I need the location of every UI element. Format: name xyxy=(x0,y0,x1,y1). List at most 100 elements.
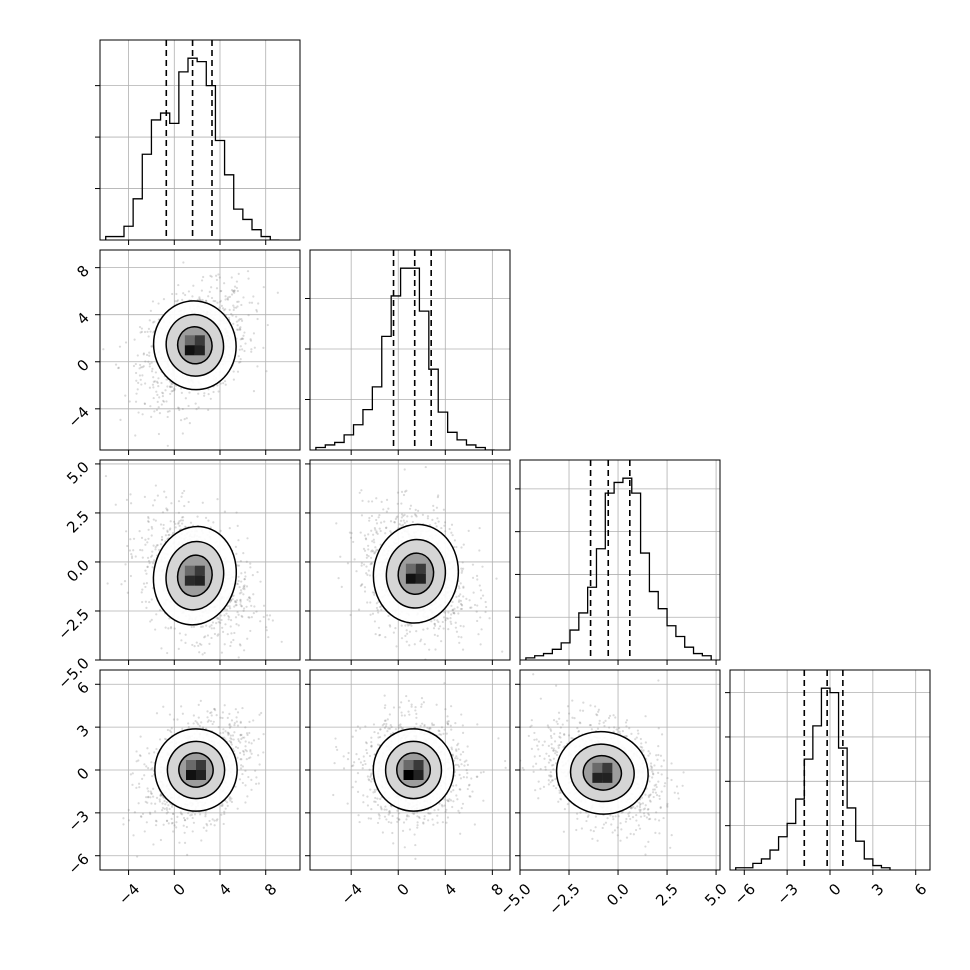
scatter-point xyxy=(133,338,136,341)
scatter-point xyxy=(224,807,227,810)
scatter-point xyxy=(153,380,157,383)
scatter-point xyxy=(247,596,251,599)
scatter-point xyxy=(148,351,151,354)
scatter-point xyxy=(240,318,243,321)
scatter-point xyxy=(472,591,475,594)
scatter-point xyxy=(139,548,142,552)
scatter-point xyxy=(201,653,204,656)
scatter-point xyxy=(450,523,454,526)
scatter-point xyxy=(165,507,168,510)
scatter-point xyxy=(235,623,238,626)
scatter-point xyxy=(179,387,183,390)
scatter-point xyxy=(140,383,143,386)
scatter-point xyxy=(236,756,239,759)
scatter-point xyxy=(204,810,207,813)
scatter-point xyxy=(149,620,152,623)
scatter-point xyxy=(235,720,238,723)
scatter-point xyxy=(457,600,461,604)
scatter-point xyxy=(174,522,177,525)
scatter-point xyxy=(254,769,257,772)
scatter-point xyxy=(257,737,260,741)
scatter-point xyxy=(243,577,246,581)
scatter-point xyxy=(137,759,140,762)
scatter-point xyxy=(230,632,233,635)
y-tick-label: −2.5 xyxy=(54,605,92,643)
scatter-point xyxy=(372,538,375,541)
scatter-point xyxy=(249,756,252,759)
scatter-point xyxy=(200,721,203,724)
scatter-point xyxy=(147,795,150,798)
scatter-point xyxy=(134,400,138,403)
contour-line-1 xyxy=(165,313,225,377)
scatter-point xyxy=(154,810,157,813)
scatter-point xyxy=(141,556,144,559)
scatter-point xyxy=(437,520,440,523)
scatter-point xyxy=(205,299,208,303)
scatter-point xyxy=(265,626,268,629)
scatter-point xyxy=(374,528,377,531)
scatter-point xyxy=(230,599,233,602)
scatter-point xyxy=(232,290,235,293)
scatter-point xyxy=(181,298,184,301)
scatter-point xyxy=(459,582,462,585)
scatter-point xyxy=(206,824,209,827)
scatter-point xyxy=(402,519,405,522)
scatter-point xyxy=(460,604,464,607)
scatter-point xyxy=(127,819,131,822)
scatter-point xyxy=(159,523,163,526)
scatter-point xyxy=(374,632,377,636)
scatter-point xyxy=(375,522,379,525)
scatter-point xyxy=(237,564,241,567)
scatter-point xyxy=(373,593,376,596)
scatter-point xyxy=(247,616,250,619)
scatter-point xyxy=(228,607,232,610)
scatter-point xyxy=(452,784,455,787)
scatter-point xyxy=(172,520,176,523)
scatter-point xyxy=(181,727,184,730)
scatter-point xyxy=(355,570,358,573)
scatter-point xyxy=(177,521,180,524)
scatter-point xyxy=(245,732,249,735)
panel-border xyxy=(99,459,301,661)
scatter-point xyxy=(473,603,477,607)
scatter-point xyxy=(367,544,370,547)
scatter-point xyxy=(222,381,225,385)
scatter-point xyxy=(209,526,212,529)
scatter-point xyxy=(447,628,450,631)
scatter-point xyxy=(173,387,176,390)
scatter-point xyxy=(151,527,154,530)
scatter-point xyxy=(213,824,216,827)
scatter-point xyxy=(460,603,463,606)
scatter-point xyxy=(422,628,425,631)
scatter-point xyxy=(241,781,244,785)
scatter-point xyxy=(147,515,150,519)
scatter-point xyxy=(212,521,215,524)
scatter-point xyxy=(375,530,378,533)
scatter-point xyxy=(436,496,439,499)
scatter-point xyxy=(156,494,159,497)
scatter-point xyxy=(437,627,440,630)
scatter-point xyxy=(168,385,172,389)
scatter-point xyxy=(150,345,153,348)
scatter-point xyxy=(458,587,461,590)
scatter-point xyxy=(234,600,237,604)
scatter-point xyxy=(423,723,426,727)
scatter-point xyxy=(433,624,437,627)
contour-line-0 xyxy=(372,523,460,624)
scatter-point xyxy=(140,815,143,818)
scatter-point xyxy=(239,758,242,761)
scatter-point xyxy=(231,598,234,601)
scatter-point xyxy=(144,800,147,803)
scatter-point xyxy=(217,390,220,393)
scatter-point xyxy=(159,793,163,796)
scatter-point xyxy=(478,584,481,587)
scatter-point xyxy=(423,643,426,646)
scatter-point xyxy=(216,301,219,304)
scatter-point xyxy=(146,801,149,804)
scatter-point xyxy=(139,735,142,738)
scatter-point xyxy=(243,578,246,581)
scatter-point xyxy=(163,807,166,810)
scatter-point xyxy=(407,699,410,702)
scatter-point xyxy=(380,500,383,503)
